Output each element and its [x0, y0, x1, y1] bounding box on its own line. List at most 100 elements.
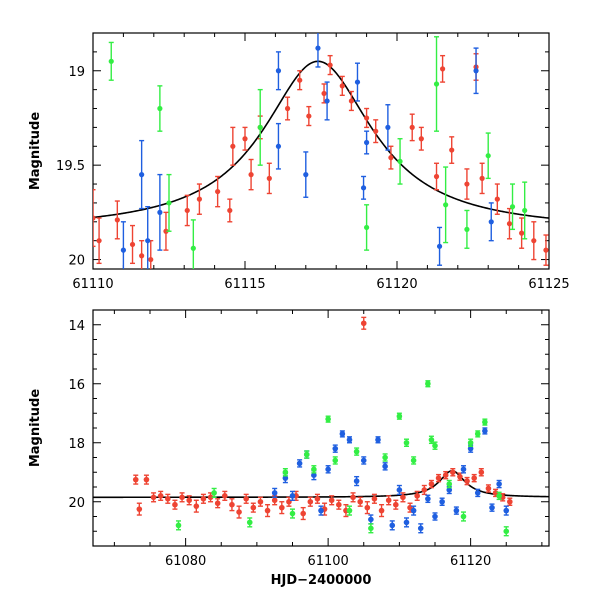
bottom-point-green: [467, 438, 474, 447]
bottom-point-red: [336, 499, 342, 510]
top-point-red: [306, 105, 312, 127]
bottom-xtick-label: 61100: [307, 554, 348, 569]
bottom-data-points: [132, 316, 513, 537]
bottom-point-blue: [332, 444, 339, 453]
bottom-point-red: [136, 502, 143, 516]
top-point-red: [184, 194, 190, 227]
bottom-point-red: [222, 490, 228, 501]
bottom-point-green: [368, 523, 374, 534]
top-panel-frame: [92, 32, 550, 270]
top-xtick-label: 61115: [224, 277, 265, 292]
top-point-blue: [473, 47, 479, 95]
bottom-point-red: [400, 492, 406, 503]
bottom-point-red: [464, 476, 470, 486]
top-point-red: [227, 198, 233, 223]
top-point-red: [215, 175, 221, 208]
bottom-point-blue: [489, 503, 495, 512]
bottom-point-blue: [453, 506, 460, 515]
top-point-blue: [303, 151, 309, 198]
top-point-blue: [275, 122, 282, 170]
top-point-blue: [488, 202, 494, 242]
bottom-point-blue: [318, 505, 324, 516]
bottom-xtick-label: 61120: [450, 554, 491, 569]
bottom-point-red: [360, 316, 367, 330]
top-point-red: [418, 126, 424, 151]
bottom-point-red: [471, 473, 477, 483]
top-point-red: [494, 183, 500, 215]
top-point-red: [139, 239, 145, 269]
bottom-point-red: [350, 492, 356, 503]
bottom-point-green: [325, 415, 331, 423]
bottom-point-blue: [496, 479, 502, 489]
bottom-point-blue: [389, 520, 396, 531]
bottom-point-red: [428, 479, 435, 489]
top-point-red: [449, 136, 455, 164]
bottom-point-green: [446, 479, 453, 489]
bottom-point-green: [474, 430, 481, 438]
bottom-point-red: [385, 495, 392, 506]
bottom-point-blue: [425, 494, 431, 504]
bottom-point-green: [432, 441, 438, 450]
top-point-blue: [139, 139, 145, 210]
top-point-green: [364, 204, 370, 251]
top-point-red: [297, 70, 303, 91]
bottom-point-blue: [296, 459, 303, 468]
top-point-red: [242, 126, 248, 151]
top-point-blue: [324, 81, 330, 121]
bottom-point-blue: [271, 487, 278, 499]
bottom-point-red: [314, 493, 321, 504]
top-point-green: [190, 219, 196, 269]
top-data-points: [93, 33, 549, 269]
bottom-point-green: [403, 438, 410, 447]
bottom-point-green: [460, 511, 467, 522]
bottom-xtick-label: 61080: [165, 554, 206, 569]
top-point-red: [148, 239, 154, 269]
top-ytick-label: 20: [68, 254, 85, 269]
top-point-red: [129, 224, 136, 265]
top-point-green: [257, 88, 263, 166]
bottom-point-green: [332, 456, 339, 465]
bottom-point-red: [165, 493, 171, 504]
top-point-green: [166, 173, 172, 232]
bottom-point-green: [428, 435, 435, 445]
top-point-red: [339, 75, 345, 97]
top-point-red: [230, 126, 236, 166]
top-point-red: [266, 162, 272, 195]
top-point-green: [464, 209, 470, 249]
bottom-point-red: [186, 495, 192, 506]
bottom-ticks: 61080 61100 61120 14 16 18 20: [68, 309, 549, 569]
bottom-point-red: [132, 474, 139, 485]
bottom-point-blue: [482, 427, 488, 435]
bottom-point-green: [282, 468, 289, 477]
bottom-point-red: [414, 490, 420, 501]
top-point-blue: [275, 51, 282, 91]
top-point-red: [440, 54, 446, 83]
bottom-point-red: [364, 501, 371, 515]
bottom-point-red: [393, 499, 399, 510]
bottom-point-red: [200, 493, 207, 504]
bottom-point-red: [250, 502, 257, 513]
bottom-point-red: [357, 496, 363, 507]
bottom-point-red: [485, 484, 492, 493]
top-point-green: [108, 41, 114, 81]
top-point-red: [93, 189, 96, 248]
top-point-blue: [120, 221, 126, 269]
bottom-point-red: [328, 495, 335, 506]
top-point-red: [96, 217, 102, 265]
top-panel: Magnitude 61110 61115 61120 61125 19 19.5 20: [28, 32, 570, 292]
top-point-red: [531, 221, 537, 261]
bottom-point-red: [172, 499, 178, 510]
top-point-blue: [364, 130, 370, 155]
bottom-point-red: [378, 504, 385, 518]
top-point-red: [373, 119, 379, 144]
top-point-blue: [315, 33, 321, 68]
bottom-point-red: [229, 498, 235, 512]
top-ytick-label: 19.5: [56, 159, 85, 174]
bottom-point-green: [396, 412, 403, 420]
top-point-blue: [436, 226, 443, 266]
top-ylabel: Magnitude: [28, 112, 43, 191]
bottom-point-red: [478, 468, 485, 477]
bottom-point-green: [211, 487, 217, 499]
bottom-point-green: [289, 508, 296, 519]
top-point-red: [543, 234, 549, 266]
